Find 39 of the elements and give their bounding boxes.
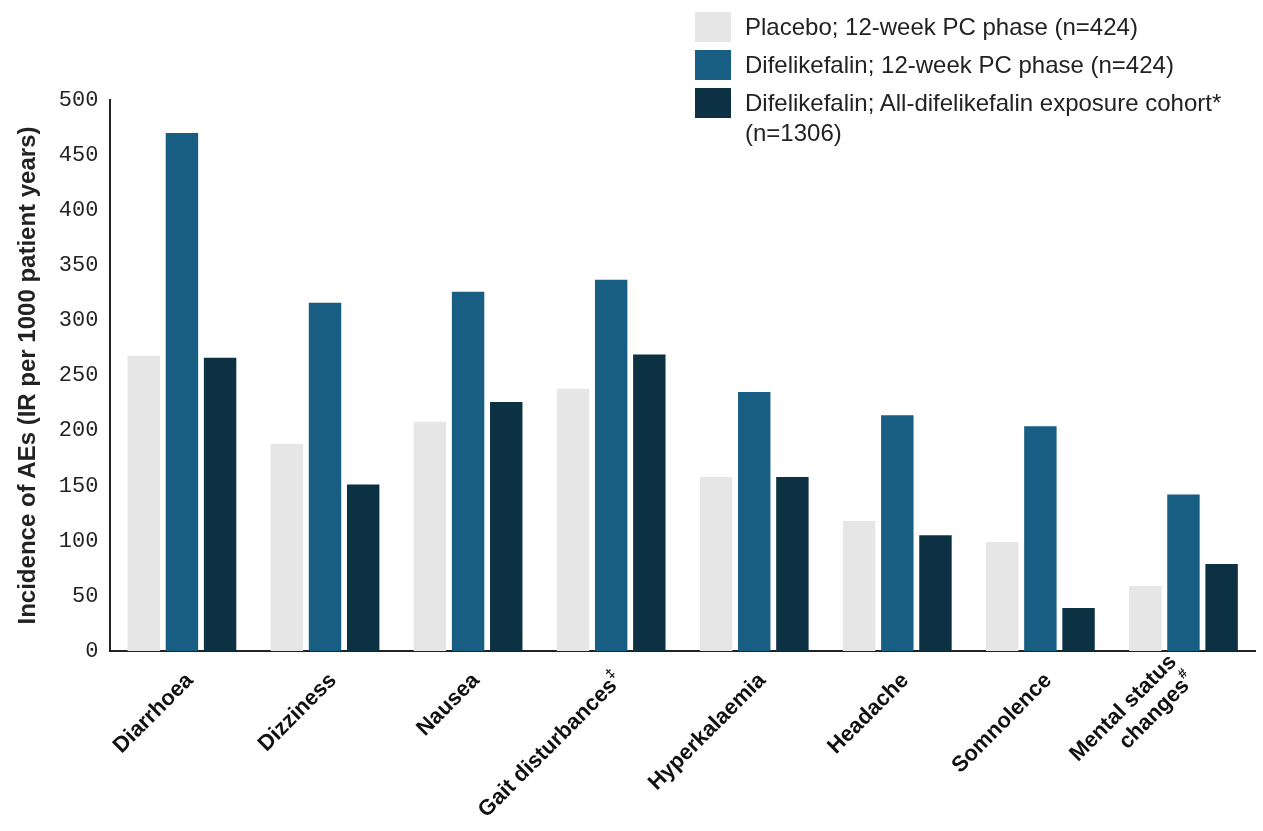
bar [270,443,304,651]
y-tick-label: 150 [58,473,99,499]
bar [594,279,628,651]
bar [1129,585,1162,651]
y-tick-label: 50 [72,583,99,609]
bar [881,415,914,651]
bar [127,355,161,651]
bar [556,388,590,651]
y-tick-label: 400 [58,198,99,224]
y-tick-label: 100 [58,528,99,554]
bar [842,520,876,651]
y-tick-label: 250 [58,363,99,389]
bar [1024,426,1057,651]
bar [1167,494,1200,651]
legend-label: Difelikefalin; 12-week PC phase (n=424) [745,50,1174,80]
y-axis-title: Incidence of AEs (IR per 1000 patient years) [13,126,41,625]
bar [776,476,809,651]
bar [699,476,733,651]
y-tick-label: 500 [58,87,99,113]
bar [203,357,237,651]
bar [986,541,1019,651]
legend-label: Difelikefalin; All-difelikefalin exposure cohort* (n=1306) [745,88,1223,148]
legend-label: Placebo; 12-week PC phase (n=424) [745,12,1138,42]
bar [346,484,380,651]
bar [738,392,771,651]
bar [451,291,485,651]
y-tick-label: 350 [58,253,99,279]
bar [413,421,447,651]
y-tick-label: 200 [58,418,99,444]
y-tick-label: 0 [85,638,99,664]
bar [1062,608,1095,651]
bar [919,535,952,651]
bar [490,401,523,651]
bar [1205,563,1238,651]
y-tick-label: 300 [58,308,99,334]
bar [633,354,666,651]
bar [165,133,199,651]
y-tick-label: 450 [58,142,99,168]
bar [308,302,342,651]
